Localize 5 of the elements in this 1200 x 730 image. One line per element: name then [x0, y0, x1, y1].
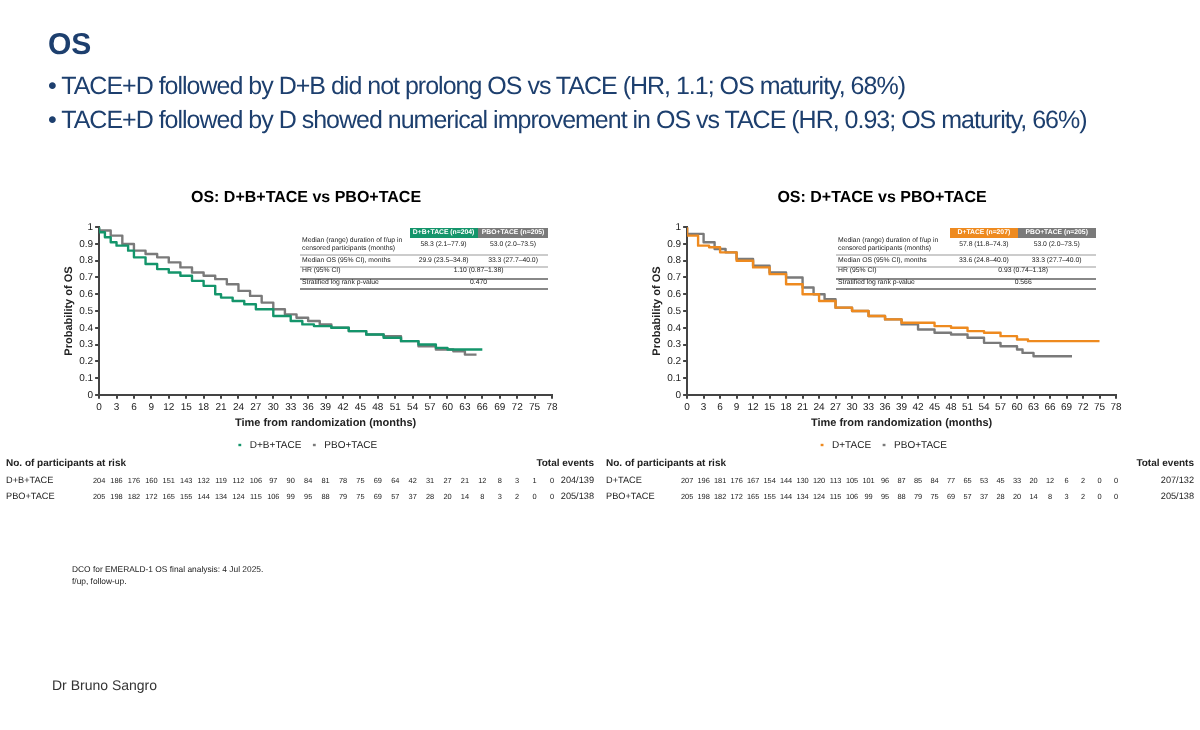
- chart-title: OS: D+B+TACE vs PBO+TACE: [190, 188, 423, 207]
- text: • TACE+D followed by D+B did not prolong OS vs TACE (HR, 1.1; OS maturity, 68%): [48, 72, 905, 100]
- text: • TACE+D followed by D showed numerical improvement in OS vs TACE (HR, 0.93; OS maturity, 66%): [48, 106, 1087, 134]
- chart-title: OS: D+TACE vs PBO+TACE: [777, 188, 988, 207]
- text: OS: [48, 28, 92, 62]
